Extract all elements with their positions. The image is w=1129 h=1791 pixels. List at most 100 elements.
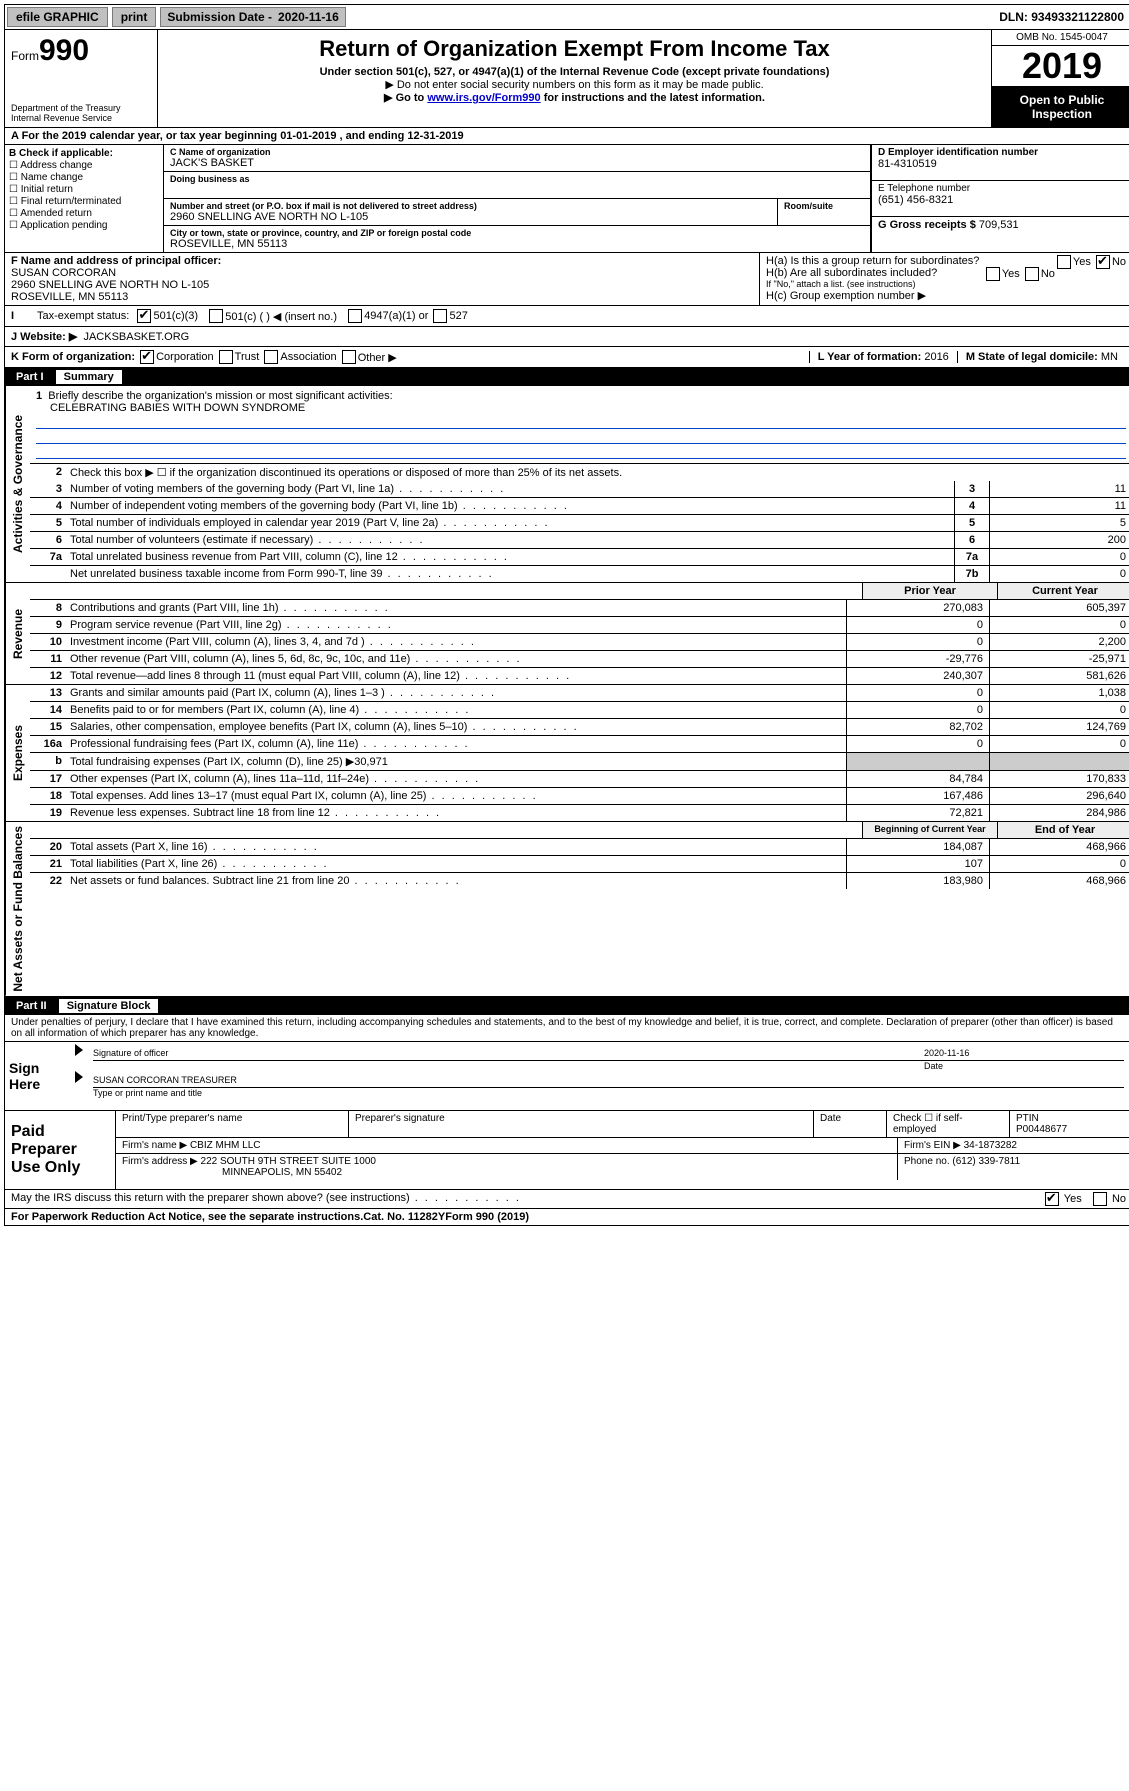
efile-graphic-button[interactable]: efile GRAPHIC [7,7,108,27]
row-num: 3 [30,481,66,497]
tel-value: (651) 456-8321 [878,194,1126,206]
row-text: Total expenses. Add lines 13–17 (must eq… [66,788,846,804]
row-num: 15 [30,719,66,735]
ein-cell: D Employer identification number 81-4310… [872,145,1129,181]
chk-trust[interactable] [219,350,233,364]
chk-final-return[interactable]: Final return/terminated [9,196,159,207]
firm-city-value: MINNEAPOLIS, MN 55402 [122,1167,342,1178]
row-value: 0 [989,566,1129,582]
row-current: 0 [989,702,1129,718]
firm-ein-value: 34-1873282 [964,1140,1017,1151]
q1-num: 1 [36,390,42,402]
perjury-statement: Under penalties of perjury, I declare th… [4,1015,1129,1042]
part-i-label: Part I [10,371,50,383]
row-num: 19 [30,805,66,821]
row-num [30,566,66,582]
ptin-value: P00448677 [1016,1124,1067,1135]
chk-501c[interactable] [209,309,223,323]
sign-here-label: Sign Here [5,1042,73,1110]
row-value: 11 [989,481,1129,497]
m-state-domicile: M State of legal domicile: MN [957,351,1126,363]
chk-other[interactable] [342,350,356,364]
q2-text: Check this box ▶ ☐ if the organization d… [66,464,1129,481]
chk-initial-return[interactable]: Initial return [9,184,159,195]
data-row: 15 Salaries, other compensation, employe… [30,719,1129,736]
row-prior: 107 [846,856,989,872]
chk-4947[interactable] [348,309,362,323]
chk-501c3[interactable] [137,309,151,323]
ha-yes-checkbox[interactable] [1057,255,1071,269]
chk-name-change[interactable]: Name change [9,172,159,183]
firm-name-label: Firm's name ▶ [122,1140,190,1151]
part-ii-header: Part II Signature Block [4,997,1129,1015]
q1-text: Briefly describe the organization's miss… [48,390,392,402]
hb-no-checkbox[interactable] [1025,267,1039,281]
form-word: Form [11,49,39,63]
chk-application-pending[interactable]: Application pending [9,220,159,231]
chk-address-change[interactable]: Address change [9,160,159,171]
data-row: 10 Investment income (Part VIII, column … [30,634,1129,651]
row-num: b [30,753,66,770]
date-label: Date [924,1061,1124,1071]
row-i-tax-exempt: I Tax-exempt status: 501(c)(3) 501(c) ( … [4,306,1129,327]
row-current: 0 [989,736,1129,752]
row-prior: 0 [846,685,989,701]
governance-row: 3 Number of voting members of the govern… [30,481,1129,498]
data-row: 14 Benefits paid to or for members (Part… [30,702,1129,719]
row-text: Other expenses (Part IX, column (A), lin… [66,771,846,787]
row-box: 7b [954,566,989,582]
activities-governance-section: Activities & Governance 1 Briefly descri… [4,386,1129,583]
row-current: 581,626 [989,668,1129,684]
row-text: Program service revenue (Part VIII, line… [66,617,846,633]
chk-corporation[interactable] [140,350,154,364]
irs-form990-link[interactable]: www.irs.gov/Form990 [427,92,540,104]
section-b-to-g: B Check if applicable: Address change Na… [4,145,1129,253]
firm-phone-cell: Phone no. (612) 339-7811 [898,1154,1129,1180]
row-prior: 183,980 [846,873,989,889]
discuss-text: May the IRS discuss this return with the… [11,1192,521,1206]
hb-yes-checkbox[interactable] [986,267,1000,281]
row-prior: 270,083 [846,600,989,616]
chk-amended-return[interactable]: Amended return [9,208,159,219]
firm-addr-label: Firm's address ▶ [122,1156,201,1167]
discuss-no-checkbox[interactable] [1093,1192,1107,1206]
suite-label: Room/suite [784,201,864,211]
row-box: 4 [954,498,989,514]
data-row: 18 Total expenses. Add lines 13–17 (must… [30,788,1129,805]
net-assets-header-row: Beginning of Current Year End of Year [30,822,1129,839]
row-f-h: F Name and address of principal officer:… [4,253,1129,306]
row-current: 0 [989,617,1129,633]
phone-label: Phone no. [904,1156,952,1167]
opt-527: 527 [449,310,467,322]
footer-row: For Paperwork Reduction Act Notice, see … [4,1209,1129,1226]
row-current: 124,769 [989,719,1129,735]
triangle-icon [75,1071,83,1083]
data-row: 21 Total liabilities (Part X, line 26) 1… [30,856,1129,873]
col-b-label: B Check if applicable: [9,148,159,159]
print-button[interactable]: print [112,7,157,27]
street-cell: Number and street (or P.O. box if mail i… [164,199,777,226]
row-text: Grants and similar amounts paid (Part IX… [66,685,846,701]
data-row: 20 Total assets (Part X, line 16) 184,08… [30,839,1129,856]
tax-year: 2019 [992,46,1129,87]
chk-association[interactable] [264,350,278,364]
row-text: Net unrelated business taxable income fr… [66,566,954,582]
street-value: 2960 SNELLING AVE NORTH NO L-105 [170,211,771,223]
submission-date-box: Submission Date - 2020-11-16 [160,7,345,27]
org-name-cell: C Name of organization JACK'S BASKET [164,145,870,172]
data-row: 22 Net assets or fund balances. Subtract… [30,873,1129,889]
principal-officer: F Name and address of principal officer:… [5,253,760,305]
discuss-yes-checkbox[interactable] [1045,1192,1059,1206]
chk-527[interactable] [433,309,447,323]
row-prior: -29,776 [846,651,989,667]
row-num: 10 [30,634,66,650]
ha-no-checkbox[interactable] [1096,255,1110,269]
vtab-net-assets: Net Assets or Fund Balances [5,822,30,996]
k-label: K Form of organization: [11,351,135,363]
dba-label: Doing business as [170,174,864,184]
beginning-year-header: Beginning of Current Year [862,822,997,838]
row-prior [846,753,989,770]
ha-text: H(a) Is this a group return for subordin… [766,255,979,267]
net-assets-body: Beginning of Current Year End of Year 20… [30,822,1129,996]
firm-ein-cell: Firm's EIN ▶ 34-1873282 [898,1138,1129,1153]
